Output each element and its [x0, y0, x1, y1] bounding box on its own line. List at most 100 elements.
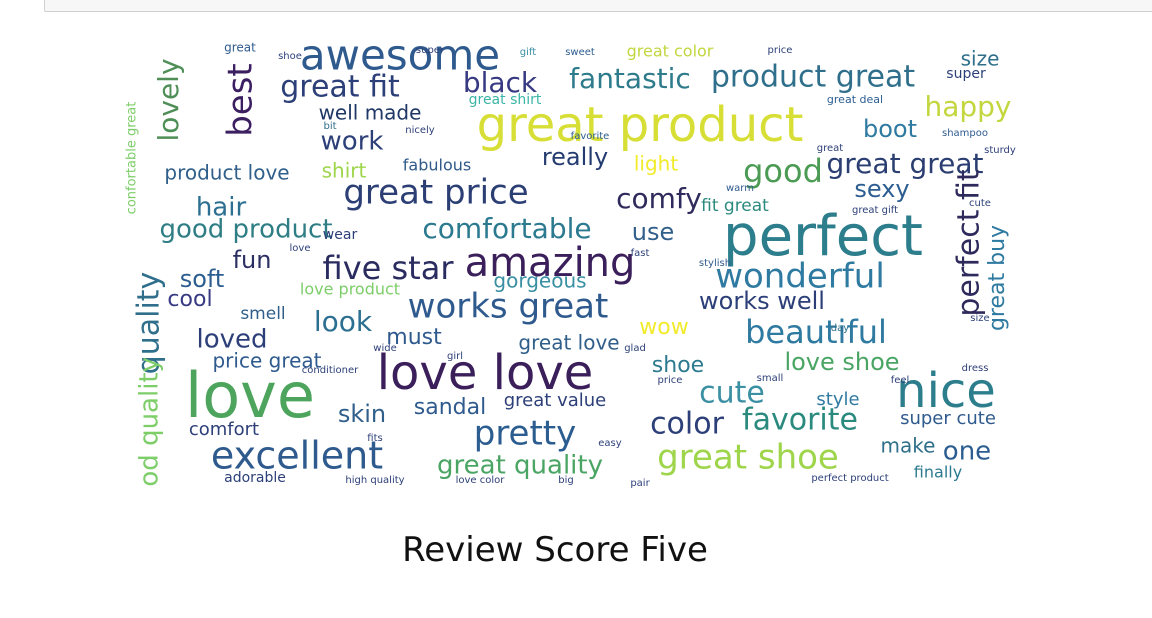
wordcloud-word: great shirt: [469, 92, 542, 108]
wordcloud-word: skin: [338, 400, 386, 428]
wordcloud-word: style: [816, 389, 859, 410]
wordcloud-filler-word: nicely: [405, 125, 435, 136]
wordcloud-word: one: [943, 437, 991, 467]
wordcloud-filler-word: bit: [323, 121, 336, 132]
wordcloud-word: fabulous: [403, 156, 471, 175]
wordcloud-filler-word: cute: [969, 198, 991, 209]
wordcloud-word: great buy: [985, 225, 1010, 331]
wordcloud-word: sexy: [854, 175, 909, 203]
wordcloud-word: great value: [504, 390, 606, 411]
wordcloud-word: fantastic: [569, 62, 691, 95]
wordcloud-filler-word: gift: [520, 47, 536, 58]
wordcloud-word: great shoe: [657, 438, 839, 478]
wordcloud-word: girl: [447, 351, 463, 362]
wordcloud-filler-word: love color: [456, 475, 506, 486]
wordcloud-word: confortable great: [125, 102, 140, 215]
wordcloud-filler-word: perfect product: [811, 473, 888, 484]
wordcloud-word: works well: [699, 287, 825, 315]
wordcloud-filler-word: fast: [631, 248, 650, 259]
wordcloud-word: wonderful: [715, 257, 885, 297]
wordcloud-filler-word: big: [558, 475, 573, 486]
wordcloud-word: hair: [196, 193, 247, 223]
wordcloud-word: sandal: [414, 395, 486, 420]
wordcloud-filler-word: super: [416, 45, 445, 56]
wordcloud-word: product great: [711, 60, 915, 95]
wordcloud-word: beautiful: [745, 313, 887, 351]
wordcloud-word: shirt: [322, 159, 367, 183]
wordcloud-word: conditioner: [302, 365, 359, 376]
wordcloud-word: gorgeous: [493, 269, 586, 293]
wordcloud-word: shampoo: [942, 128, 988, 139]
wordcloud-word: great great: [827, 147, 984, 180]
wordcloud-word: fun: [233, 246, 272, 274]
cell-input-strip[interactable]: [44, 0, 1152, 12]
wordcloud-word: great love: [518, 331, 619, 355]
wordcloud-word: size: [961, 47, 1000, 71]
wordcloud-word: wow: [639, 315, 688, 340]
wordcloud-word: amazing: [465, 240, 636, 286]
wordcloud-word: great gift: [852, 205, 898, 216]
wordcloud-word: comfortable: [422, 212, 591, 245]
wordcloud-word: lovely: [152, 58, 185, 141]
wordcloud-filler-word: high quality: [345, 475, 404, 486]
wordcloud-filler-word: price: [658, 375, 683, 386]
wordcloud-word: adorable: [224, 470, 286, 486]
wordcloud-word: well made: [319, 101, 422, 125]
wordcloud-word: super: [946, 66, 986, 82]
wordcloud-word: love shoe: [784, 348, 899, 376]
wordcloud-word: use: [632, 218, 674, 246]
wordcloud-word: love product: [300, 280, 400, 299]
wordcloud-filler-word: price: [768, 45, 793, 56]
wordcloud-word: five star: [323, 249, 455, 287]
wordcloud-word: awesome: [300, 38, 500, 80]
wordcloud-filler-word: feel: [891, 375, 910, 386]
wordcloud-word: quality: [132, 272, 167, 375]
wordcloud-word: color: [650, 407, 725, 442]
wordcloud-filler-word: love: [290, 243, 311, 254]
wordcloud-word: shoe: [652, 353, 704, 378]
wordcloud-filler-word: sturdy: [984, 145, 1016, 156]
wordcloud-filler-word: fits: [367, 433, 382, 444]
wordcloud-word: loved: [196, 325, 267, 355]
wordcloud-word: comfy: [616, 182, 702, 215]
wordcloud-filler-word: great: [224, 41, 256, 55]
wordcloud-filler-word: size: [970, 313, 989, 324]
wordcloud-word: black: [463, 66, 538, 99]
wordcloud-word: fit great: [701, 196, 769, 216]
wordcloud-filler-word: wide: [373, 343, 396, 354]
wordcloud-word: great price: [343, 173, 528, 213]
wordcloud-word: favorite: [742, 403, 858, 438]
wordcloud-word: pretty: [474, 414, 577, 454]
wordcloud-word: cute: [699, 376, 765, 411]
wordcloud-word: great product: [477, 97, 804, 153]
wordcloud-word: great fit: [280, 70, 400, 105]
wordcloud-word: make: [881, 434, 936, 458]
wordcloud-word: light: [634, 152, 678, 176]
wordcloud-word: super cute: [900, 408, 996, 429]
wordcloud-filler-word: day: [831, 323, 849, 334]
plot-title: Review Score Five: [402, 530, 708, 570]
wordcloud-filler-word: pair: [630, 478, 650, 488]
wordcloud-word: soft: [180, 265, 225, 293]
wordcloud-word: great deal: [827, 93, 883, 106]
wordcloud-word: nice: [896, 363, 996, 419]
wordcloud-word: great quality: [437, 451, 603, 481]
wordcloud-word: happy: [924, 90, 1011, 123]
wordcloud-filler-word: stylish: [699, 258, 731, 269]
wordcloud-filler-word: small: [757, 373, 784, 384]
wordcloud-word: product love: [164, 161, 289, 185]
wordcloud-word: look: [314, 305, 373, 338]
wordcloud-filler-word: glad: [624, 343, 646, 354]
wordcloud-word: works great: [408, 287, 609, 327]
wordcloud-filler-word: sweet: [565, 47, 595, 58]
wordcloud-word: must: [386, 325, 442, 350]
wordcloud-word: finally: [914, 463, 962, 482]
wordcloud-word: great color: [627, 42, 714, 61]
wordcloud-word: love: [185, 359, 315, 432]
wordcloud-filler-word: easy: [598, 438, 621, 449]
wordcloud-word: perfect fit: [952, 169, 987, 317]
wordcloud-word: really: [542, 143, 608, 171]
wordcloud-filler-word: favorite: [571, 131, 610, 142]
wordcloud-word: wear: [323, 227, 358, 243]
wordcloud-word: good: [743, 152, 823, 190]
